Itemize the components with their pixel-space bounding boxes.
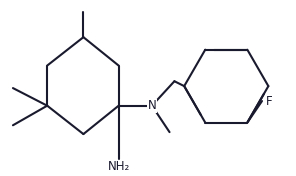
Text: N: N — [147, 99, 156, 112]
Text: F: F — [266, 95, 273, 108]
Text: NH₂: NH₂ — [107, 161, 130, 174]
